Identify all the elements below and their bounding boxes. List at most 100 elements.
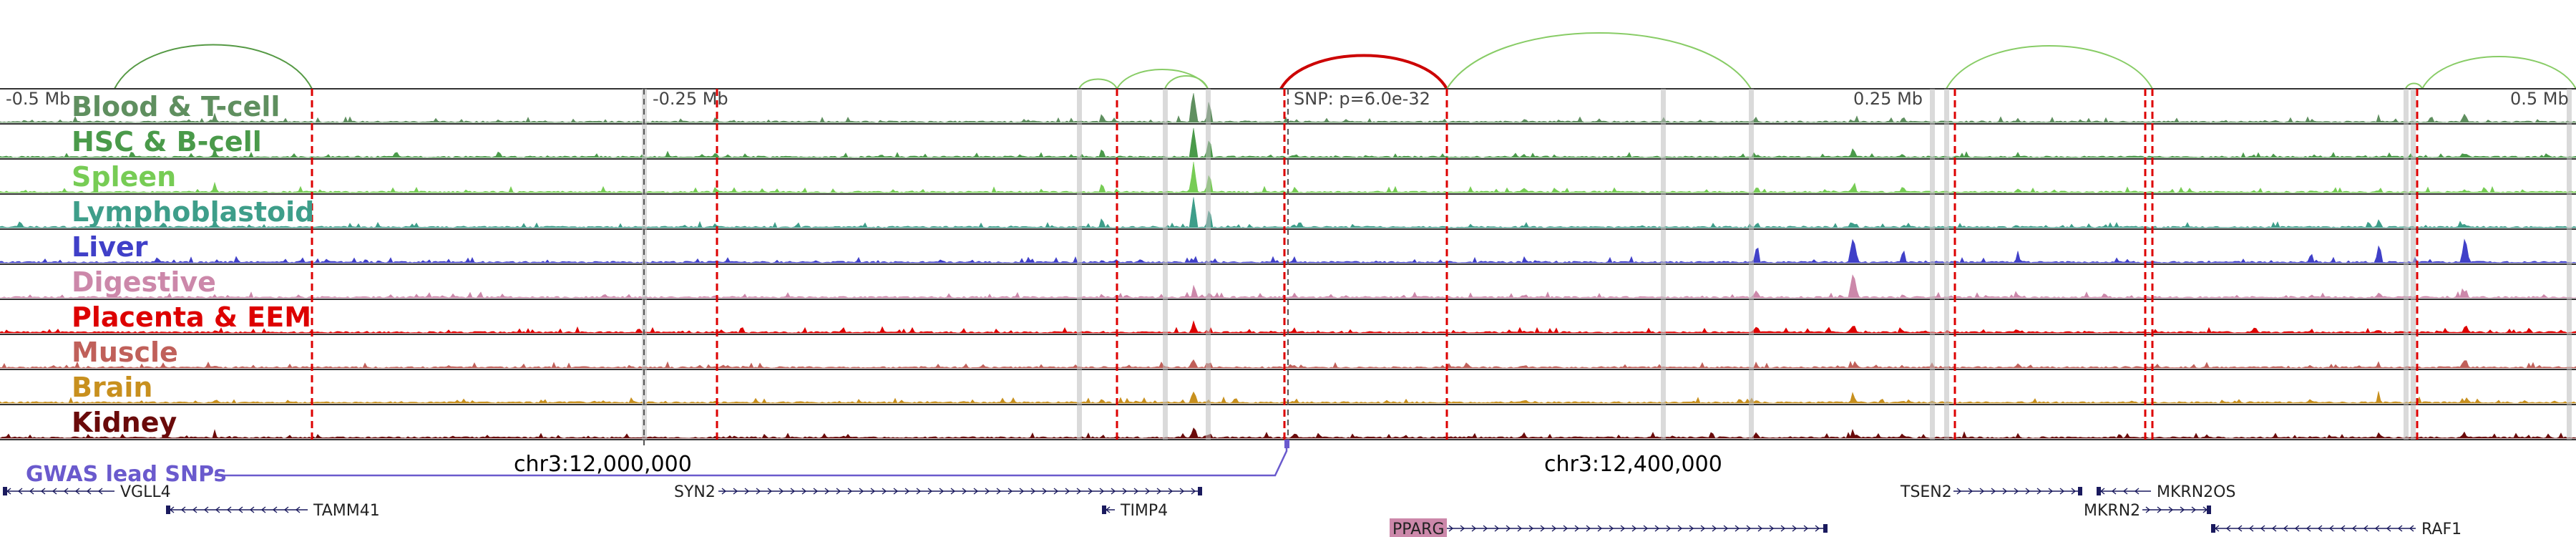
lead-snp-interaction-arc [1279, 54, 1448, 90]
strand-chevron [1769, 525, 1775, 532]
gwas-connector [215, 445, 1288, 477]
track-labels: Blood & T-cell HSC & B-cellSpleenLymphobl… [72, 91, 314, 438]
highlight-band [2567, 89, 2572, 440]
strand-chevron [1030, 488, 1036, 495]
strand-chevron [249, 506, 255, 513]
strand-chevron [2328, 525, 2334, 532]
strand-chevron [2168, 506, 2174, 513]
strand-chevron [2014, 488, 2019, 495]
strand-chevron [1019, 488, 1025, 495]
strand-chevron [836, 488, 841, 495]
strand-chevron [2071, 488, 2077, 495]
strand-chevron [203, 506, 209, 513]
strand-chevron [1506, 525, 1511, 532]
strand-chevron [927, 488, 933, 495]
gene-highlight [1390, 518, 1447, 537]
strand-chevron [2025, 488, 2031, 495]
gene-syn2[interactable]: SYN2 [674, 483, 1202, 501]
gene-label: SYN2 [674, 483, 716, 501]
strand-chevron [2340, 525, 2346, 532]
gene-label: TIMP4 [1120, 502, 1168, 520]
gene-label: MKRN2OS [2157, 483, 2235, 501]
interaction-arc [2405, 82, 2423, 90]
gene-tamm41[interactable]: TAMM41 [166, 502, 380, 520]
strand-chevron [801, 488, 807, 495]
gene-annotation-track: VGLL4 TAMM41 SYN2 TIMP4 PPARG TSEN2 MKRN2OS MKR… [3, 483, 2462, 537]
strand-chevron [1088, 488, 1093, 495]
track-label: Placenta & EEM [72, 301, 311, 333]
strand-chevron [1145, 488, 1151, 495]
strand-chevron [1551, 525, 1557, 532]
axis-tick-label: 0.25 Mb [1853, 89, 1923, 109]
strand-chevron [1042, 488, 1048, 495]
strand-chevron [721, 488, 727, 495]
strand-chevron [1586, 525, 1591, 532]
strand-chevron [1540, 525, 1546, 532]
strand-chevron [1723, 525, 1729, 532]
strand-chevron [226, 506, 232, 513]
strand-chevron [2145, 506, 2151, 513]
strand-chevron [2191, 506, 2197, 513]
strand-chevron [2225, 525, 2231, 532]
strand-chevron [756, 488, 761, 495]
gene-exon [1198, 487, 1202, 495]
strand-chevron [744, 488, 750, 495]
strand-chevron [2260, 525, 2265, 532]
strand-chevron [86, 488, 92, 495]
strand-chevron [238, 506, 243, 513]
strand-chevron [2111, 488, 2117, 495]
strand-chevron [2157, 506, 2162, 513]
strand-chevron [295, 506, 301, 513]
highlight-band [1930, 89, 1935, 440]
track-label: Lymphoblastoid [72, 196, 314, 228]
gene-label: TAMM41 [313, 502, 380, 520]
strand-chevron [192, 506, 197, 513]
strand-chevron [1008, 488, 1013, 495]
gene-exon [2097, 487, 2101, 495]
strand-chevron [870, 488, 876, 495]
strand-chevron [1099, 488, 1105, 495]
track-label: Brain [72, 372, 152, 403]
gene-label: TSEN2 [1900, 483, 1952, 501]
strand-chevron [1156, 488, 1162, 495]
axis-tick-label: -0.25 Mb [653, 89, 728, 109]
strand-chevron [1597, 525, 1603, 532]
gene-tsen2[interactable]: TSEN2 [1900, 483, 2082, 501]
highlight-band [1944, 89, 1949, 440]
gwas-snp-marker [1284, 440, 1289, 448]
highlight-band [2411, 89, 2416, 440]
highlight-band [1749, 89, 1754, 440]
strand-chevron [2409, 525, 2414, 532]
strand-chevron [1471, 525, 1477, 532]
strand-chevron [2397, 525, 2403, 532]
strand-chevron [2317, 525, 2323, 532]
gene-mkrn2[interactable]: MKRN2 [2084, 502, 2211, 520]
gene-mkrn2os[interactable]: MKRN2OS [2097, 483, 2235, 501]
strand-chevron [1689, 525, 1694, 532]
track-label: Liver [72, 231, 148, 263]
strand-chevron [1815, 525, 1820, 532]
strand-chevron [97, 488, 103, 495]
gwas-track: GWAS lead SNPs [26, 440, 1289, 487]
interaction-arc [1164, 75, 1209, 90]
gene-timp4[interactable]: TIMP4 [1102, 502, 1168, 520]
strand-chevron [1700, 525, 1706, 532]
strand-chevron [1494, 525, 1500, 532]
strand-chevron [74, 488, 80, 495]
gene-vgll4[interactable]: VGLL4 [3, 483, 171, 501]
strand-chevron [1654, 525, 1660, 532]
strand-chevron [985, 488, 990, 495]
strand-chevron [882, 488, 887, 495]
strand-chevron [1991, 488, 1996, 495]
strand-chevron [260, 506, 266, 513]
axis-tick-label: -0.5 Mb [6, 89, 70, 109]
highlight-band [1661, 89, 1666, 440]
gene-raf1[interactable]: RAF1 [2211, 521, 2462, 537]
strand-chevron [767, 488, 773, 495]
strand-chevron [950, 488, 956, 495]
gene-pparg[interactable]: PPARG [1390, 518, 1828, 537]
highlight-band [1077, 89, 1082, 440]
track-label: Muscle [72, 337, 178, 368]
track-signal [0, 197, 2576, 228]
